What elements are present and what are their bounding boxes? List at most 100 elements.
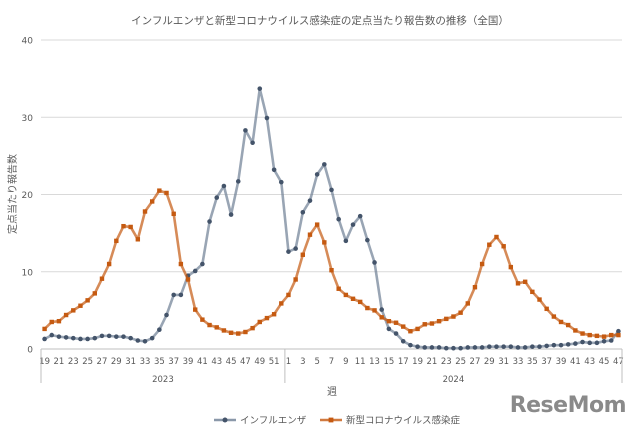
data-point [336, 286, 341, 291]
data-point [178, 292, 184, 298]
data-point [164, 190, 169, 196]
x-tick-label: 35 [154, 357, 165, 367]
series-layer [42, 86, 621, 351]
data-point [587, 332, 592, 338]
data-point [142, 338, 148, 344]
x-tick-label: 47 [240, 357, 251, 367]
data-point [465, 345, 471, 350]
data-point [472, 285, 478, 290]
x-axis: 19 21 23 25 27 29 31 33 35 37 39 41 43 45 47 49 51 1 3 5 7 9 1… [39, 348, 624, 385]
x-tick-label: 25 [82, 357, 93, 367]
x-tick-label: 37 [541, 357, 552, 367]
data-point [106, 333, 112, 339]
data-point [522, 279, 528, 284]
series-line [43, 189, 619, 338]
chart-title: インフルエンザと新型コロナウイルス感染症の定点当たり報告数の推移（全国） [131, 14, 509, 27]
data-point [192, 268, 198, 274]
data-point [207, 322, 212, 328]
data-point [357, 299, 363, 305]
data-point [257, 319, 262, 325]
data-point [566, 322, 571, 328]
data-point [243, 329, 248, 335]
data-point [128, 335, 133, 341]
data-point [401, 324, 406, 329]
y-tick-label: 40 [22, 37, 34, 47]
data-point [264, 315, 270, 321]
data-point [214, 195, 220, 200]
x-tick-label: 45 [226, 357, 237, 367]
data-point [314, 172, 320, 177]
data-point [587, 340, 593, 346]
data-point [178, 261, 184, 267]
x-tick-label: 37 [168, 357, 179, 367]
data-point [408, 342, 413, 348]
x-tick-label: 1 [286, 357, 291, 367]
data-point [271, 312, 277, 317]
data-point [250, 325, 255, 331]
data-point [379, 307, 385, 312]
x-tick-label: 41 [197, 357, 208, 367]
data-point [71, 308, 76, 313]
data-point [221, 183, 227, 189]
data-point [537, 297, 542, 302]
data-point [451, 314, 456, 319]
data-point [558, 319, 564, 325]
series-line [43, 87, 620, 350]
data-point [580, 331, 585, 336]
x-tick-label: 47 [613, 357, 624, 367]
data-point [365, 305, 370, 311]
x-tick-label: 15 [383, 357, 394, 367]
data-point [515, 281, 521, 286]
data-point [580, 339, 585, 345]
data-point [42, 326, 47, 332]
data-point [271, 167, 277, 173]
data-point [393, 320, 399, 325]
data-point [142, 209, 148, 214]
watermark-logo: ReseMom [509, 393, 627, 418]
data-point [63, 312, 69, 318]
x-tick-label: 29 [484, 357, 495, 367]
data-point [149, 335, 155, 341]
data-point [207, 219, 212, 224]
data-point [343, 292, 349, 298]
data-point [85, 336, 90, 342]
data-point [551, 314, 557, 319]
data-point [56, 318, 62, 324]
data-point [49, 319, 54, 325]
x-tick-label: 39 [183, 357, 194, 367]
data-point [322, 162, 327, 167]
data-point [436, 345, 442, 350]
x-tick-label: 35 [527, 357, 538, 367]
data-point [609, 332, 614, 338]
x-axis-label: 週 [327, 386, 337, 398]
x-tick-label: 45 [599, 357, 610, 367]
data-point [329, 187, 334, 193]
data-point [185, 277, 191, 282]
data-point [336, 216, 341, 222]
data-point [458, 345, 463, 351]
data-point [343, 238, 349, 244]
data-point [479, 345, 485, 350]
data-point [300, 252, 306, 257]
data-point [379, 315, 384, 320]
data-point [415, 344, 420, 349]
data-point [314, 222, 320, 227]
x-tick-label: 25 [455, 357, 466, 367]
data-point [99, 333, 105, 339]
x-tick-label: 9 [343, 357, 348, 367]
data-point [78, 303, 83, 308]
data-point [235, 179, 241, 184]
data-point [443, 345, 449, 351]
data-point [530, 344, 535, 349]
x-tick-label: 31 [498, 357, 509, 367]
data-point [422, 322, 427, 327]
data-point [300, 209, 306, 215]
data-point [537, 344, 542, 349]
data-point [415, 326, 420, 332]
data-point [357, 213, 363, 219]
data-point [465, 301, 470, 306]
data-point [70, 335, 76, 341]
x-tick-label: 5 [314, 357, 319, 367]
legend-marker [222, 417, 228, 423]
data-point [522, 345, 528, 350]
